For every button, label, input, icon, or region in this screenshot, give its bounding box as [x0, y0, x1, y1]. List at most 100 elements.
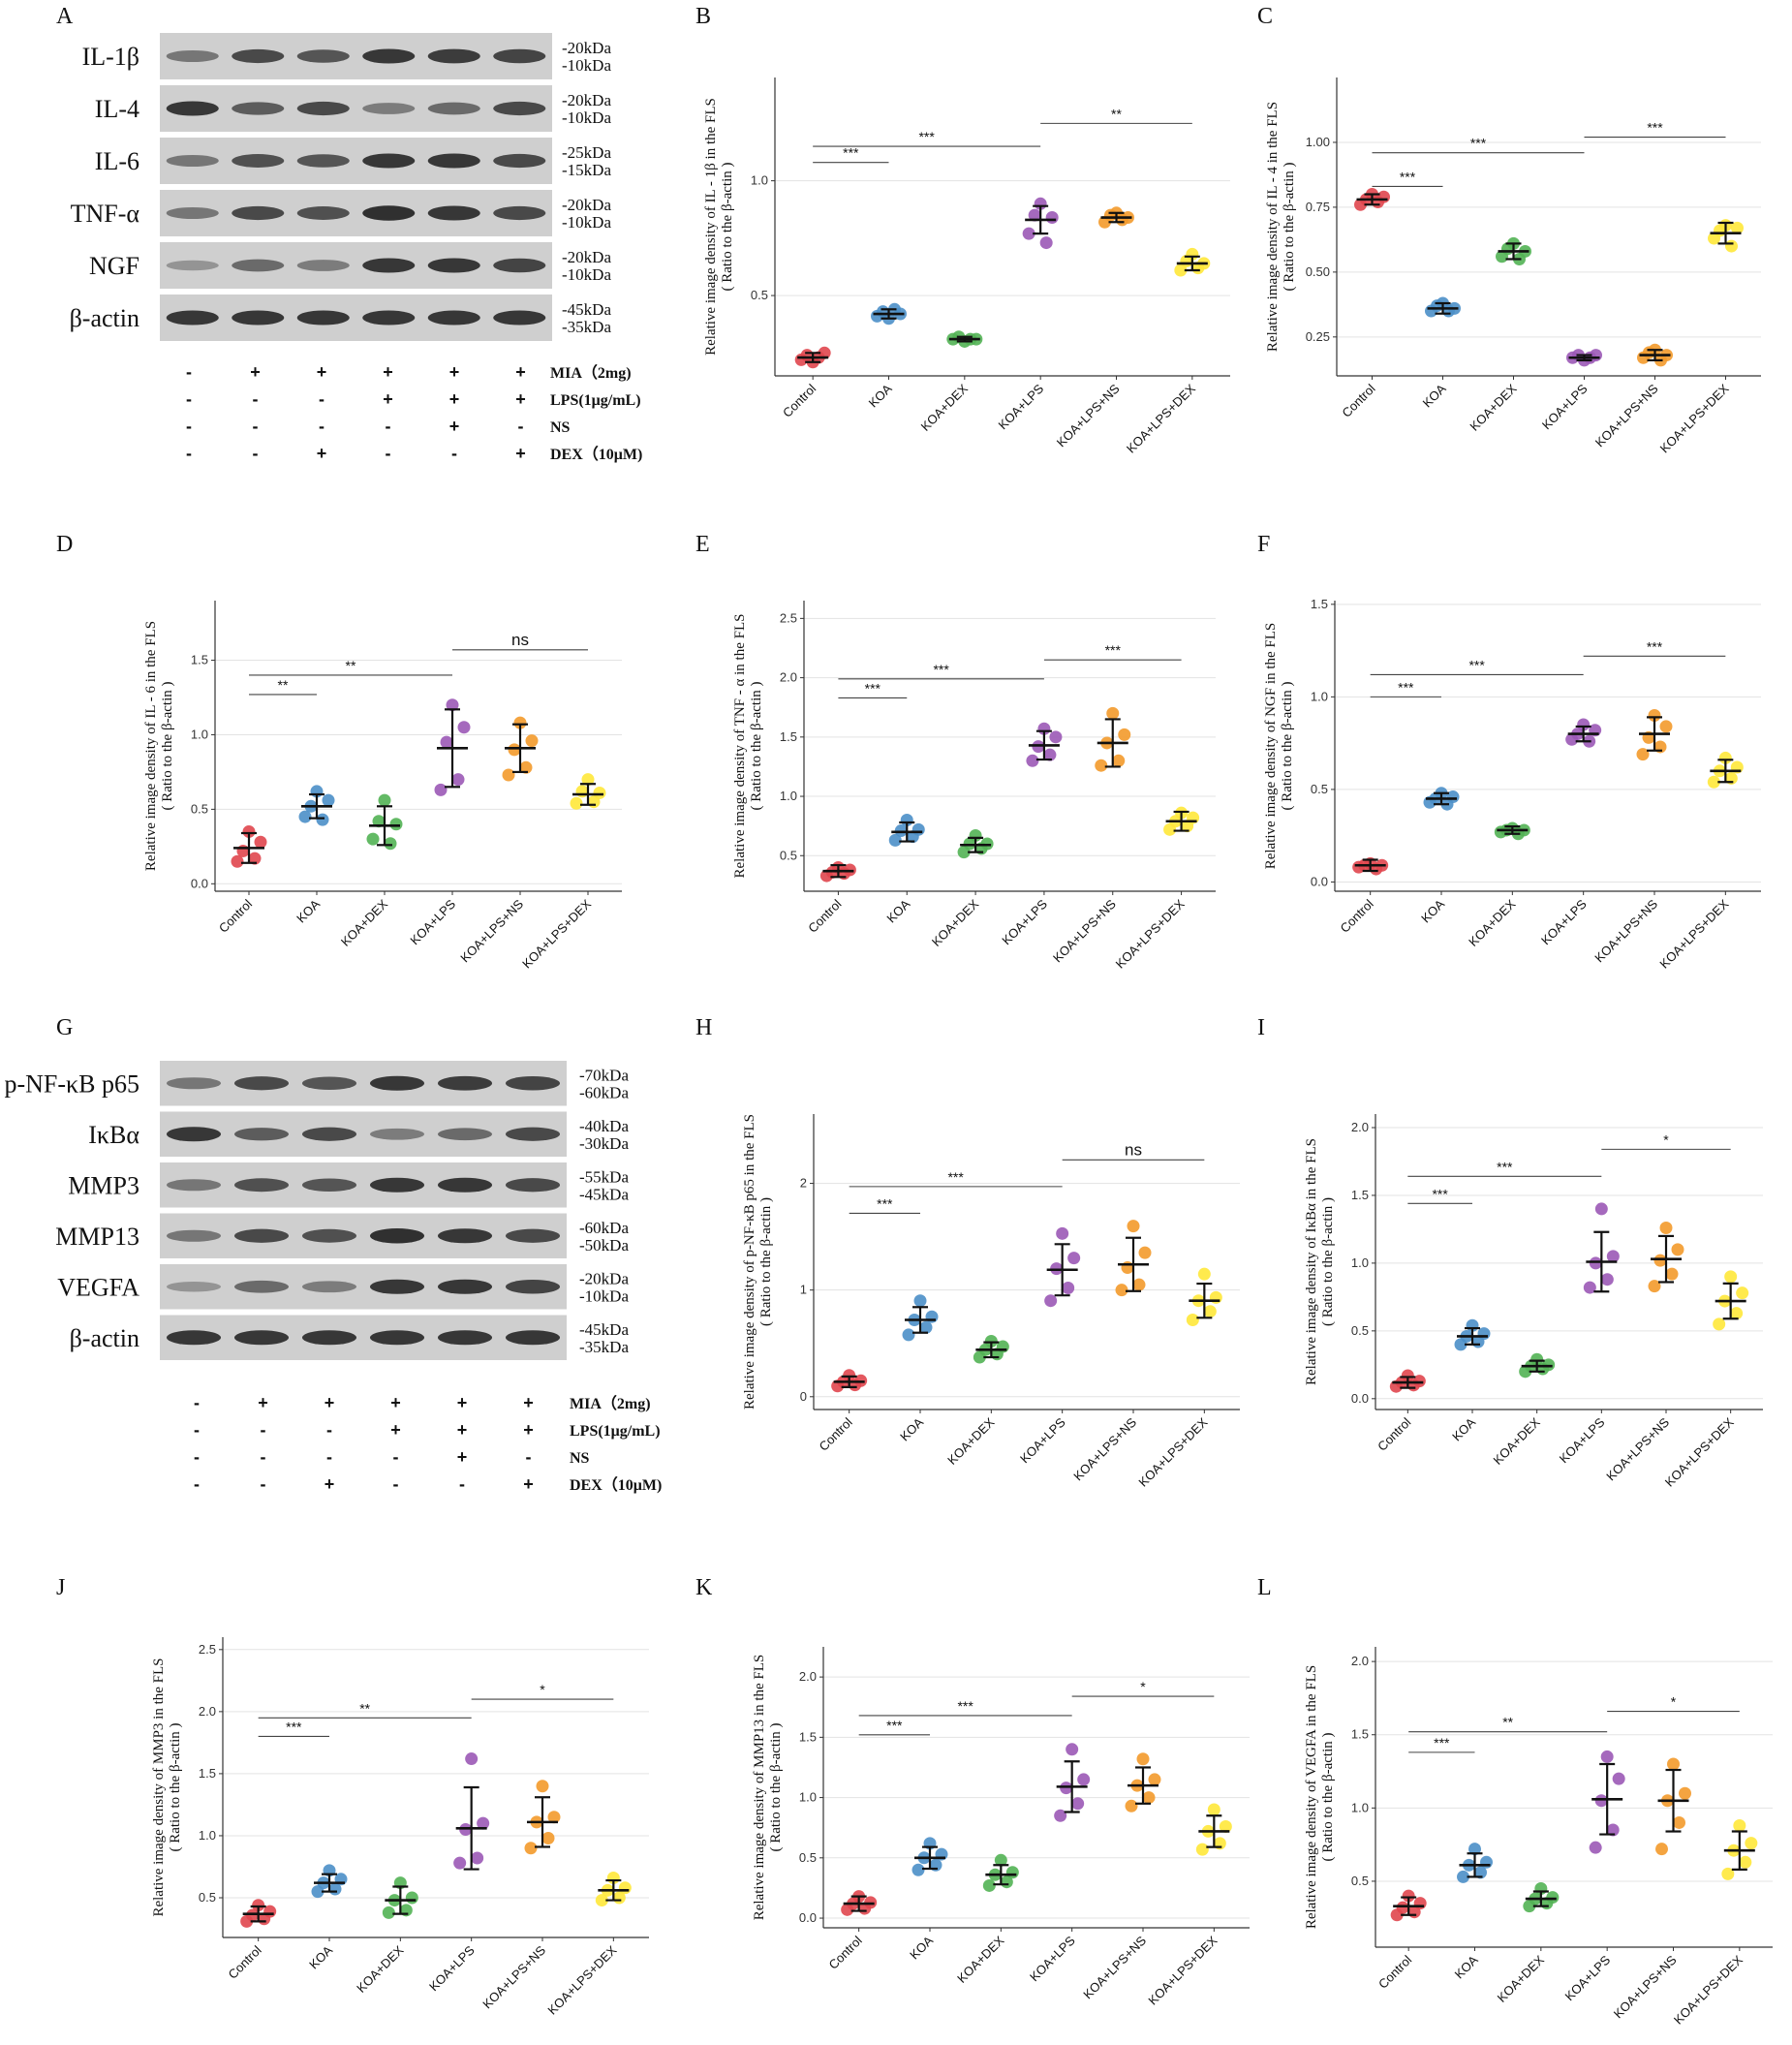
band-label: β-actin	[70, 1324, 139, 1352]
data-point	[252, 1899, 265, 1912]
data-point	[1606, 1823, 1620, 1837]
y-tick-label: 0.5	[1311, 782, 1328, 796]
band-label: MMP3	[68, 1171, 139, 1199]
data-point	[1045, 211, 1059, 225]
y-tick-label: 1	[800, 1283, 807, 1297]
kda-marker-upper: -40kDa	[579, 1117, 629, 1135]
data-point	[1733, 1818, 1746, 1832]
protein-band	[506, 1280, 560, 1294]
data-point	[1648, 708, 1661, 722]
data-point	[298, 810, 312, 823]
data-point	[471, 1851, 484, 1865]
y-tick-label: 2.0	[1351, 1120, 1369, 1134]
data-point	[911, 1863, 925, 1876]
data-point	[1600, 1273, 1614, 1286]
data-point	[1546, 1891, 1560, 1905]
data-point	[1197, 1267, 1211, 1281]
blot-strip	[160, 1061, 567, 1106]
treatment-cell: +	[258, 1393, 268, 1412]
protein-band	[493, 48, 546, 64]
treatment-cell: -	[393, 1447, 399, 1467]
data-point	[1636, 748, 1650, 761]
data-point	[1542, 1358, 1556, 1372]
data-point	[1589, 1256, 1602, 1270]
significance-label: *	[1663, 1131, 1669, 1147]
y-tick-label: 0.5	[199, 1890, 216, 1905]
data-point	[1707, 775, 1720, 789]
treatment-cell: +	[457, 1447, 468, 1467]
data-point	[1138, 1246, 1152, 1259]
kda-marker-upper: -45kDa	[579, 1320, 629, 1339]
significance-label: ***	[1647, 120, 1663, 136]
kda-marker-upper: -20kDa	[579, 1269, 629, 1287]
protein-band	[362, 205, 416, 221]
protein-band	[296, 206, 350, 220]
y-axis-sublabel: ( Ratio to the β-actin )	[1280, 681, 1295, 810]
band-label: VEGFA	[57, 1273, 139, 1301]
data-point	[1142, 1791, 1156, 1805]
treatment-cell: +	[515, 389, 526, 409]
data-point	[1600, 1750, 1614, 1763]
band-label: NGF	[89, 252, 139, 280]
data-point	[1066, 1743, 1079, 1756]
kda-marker-upper: -45kDa	[562, 300, 611, 319]
data-point	[593, 786, 606, 799]
protein-band	[506, 1178, 560, 1193]
significance-label: *	[1671, 1694, 1677, 1710]
data-point	[378, 793, 391, 807]
data-point	[902, 1328, 915, 1342]
protein-band	[302, 1127, 356, 1141]
treatment-cell: -	[319, 417, 324, 436]
panel-letter-G: G	[56, 1015, 73, 1040]
y-axis-sublabel: ( Ratio to the β-actin )	[1320, 1732, 1336, 1861]
protein-band	[167, 1179, 221, 1192]
data-point	[913, 1294, 927, 1308]
protein-band	[166, 49, 219, 63]
data-point	[513, 716, 527, 729]
data-point	[1745, 1837, 1758, 1850]
data-point	[581, 773, 595, 787]
protein-band	[493, 205, 546, 221]
significance-label: ***	[957, 1698, 973, 1714]
data-point	[1721, 1867, 1735, 1880]
protein-band	[167, 1127, 221, 1142]
treatment-label: MIA（2mg)	[550, 364, 632, 382]
data-point	[434, 783, 448, 796]
treatment-cell: +	[324, 1474, 335, 1494]
protein-band	[166, 206, 219, 220]
y-tick-label: 1.0	[799, 1790, 817, 1805]
y-tick-label: 0.5	[1351, 1874, 1369, 1888]
treatment-cell: -	[186, 362, 192, 382]
protein-band	[362, 310, 416, 325]
data-point	[1730, 1307, 1744, 1320]
y-tick-label: 1.0	[1351, 1800, 1369, 1814]
treatment-cell: -	[526, 1447, 532, 1467]
y-axis-sublabel: ( Ratio to the β-actin )	[768, 1722, 784, 1851]
blot-strip	[160, 1162, 567, 1208]
treatment-cell: -	[253, 444, 259, 463]
data-point	[508, 743, 521, 757]
data-point	[242, 824, 256, 838]
y-axis-sublabel: ( Ratio to the β-actin )	[749, 681, 764, 810]
data-point	[248, 852, 262, 865]
protein-band	[438, 1128, 492, 1141]
data-point	[1713, 1317, 1726, 1331]
treatment-cell: -	[261, 1420, 266, 1440]
significance-label: ***	[1434, 1735, 1450, 1751]
data-point	[1044, 1294, 1058, 1308]
blot-strip	[160, 294, 552, 341]
panel-letter-B: B	[695, 4, 711, 29]
data-point	[316, 813, 329, 826]
significance-label: ***	[286, 1719, 302, 1734]
y-tick-label: 0.0	[799, 1910, 817, 1925]
protein-band	[167, 1281, 221, 1292]
blot-strip	[160, 242, 552, 289]
significance-label: ***	[933, 662, 949, 677]
protein-band	[362, 153, 416, 169]
blot-strip	[160, 1315, 567, 1360]
treatment-cell: -	[261, 1447, 266, 1467]
data-point	[1062, 1281, 1075, 1294]
kda-marker-lower: -35kDa	[562, 318, 611, 336]
data-point	[1028, 208, 1041, 222]
